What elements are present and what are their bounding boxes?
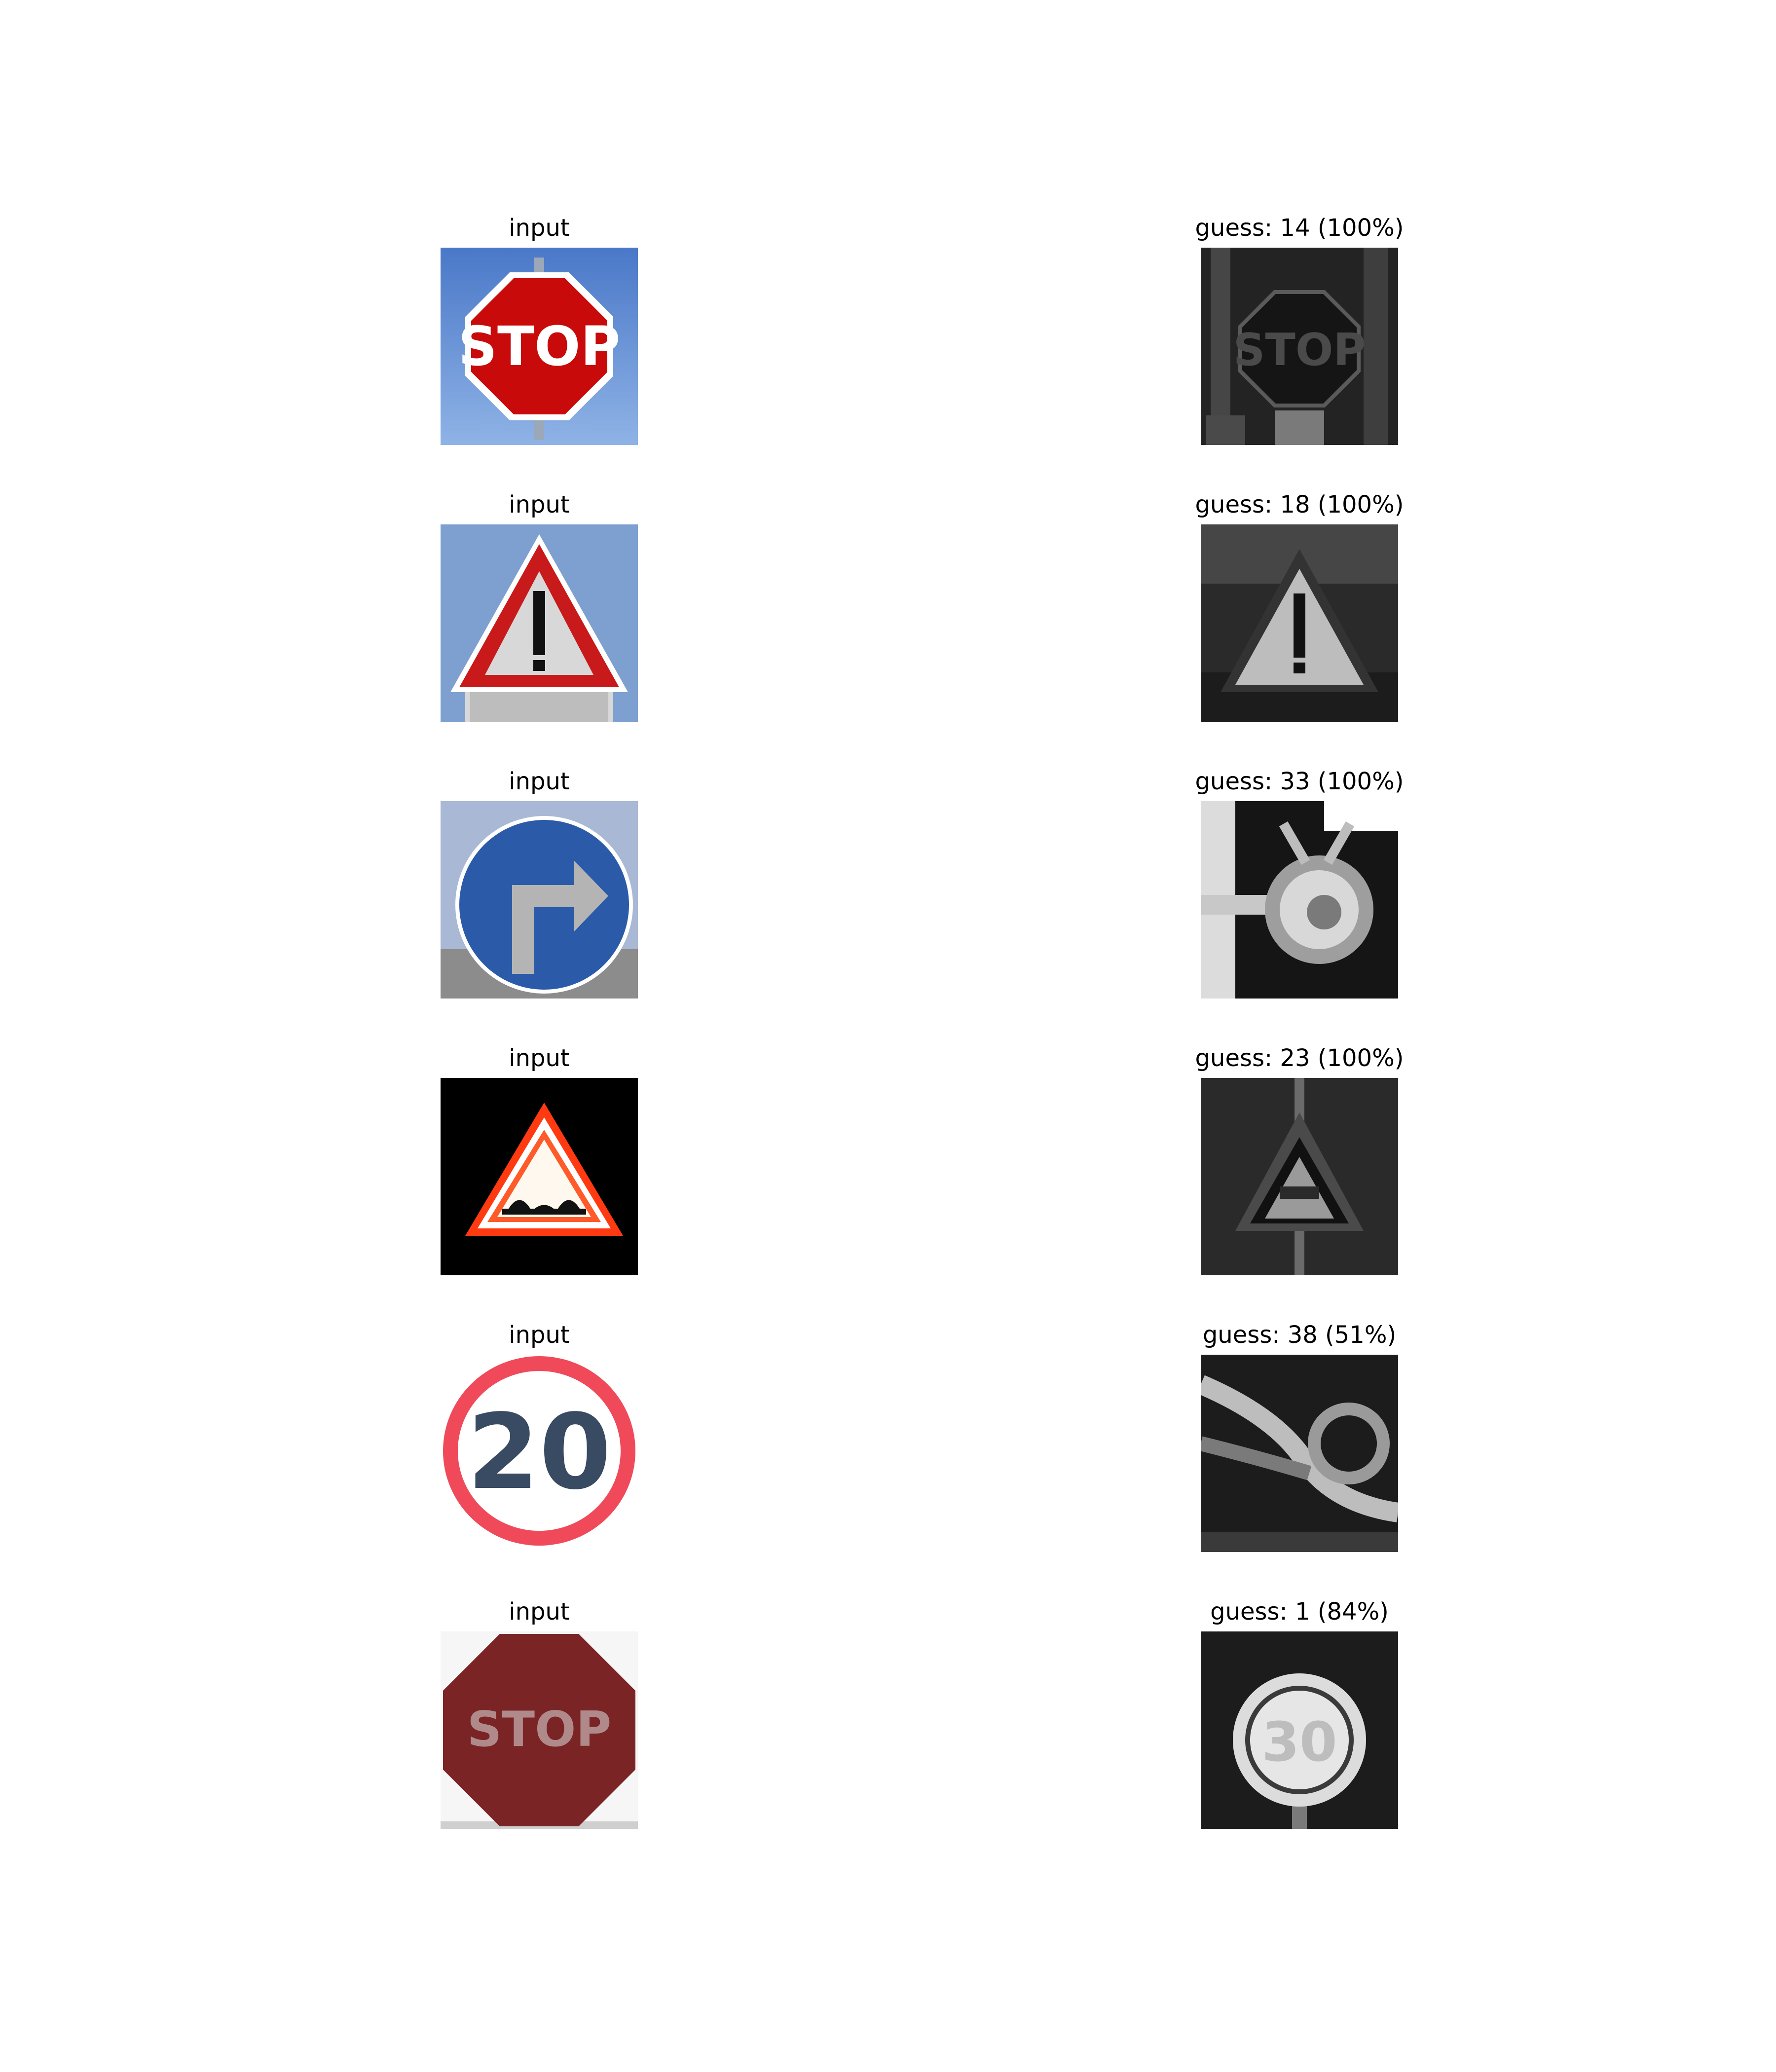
guess-image-speed-limit-30-sign: 30 (1201, 1631, 1398, 1829)
guess-image-warning-sign (1201, 524, 1398, 722)
guess-title: guess: 23 (100%) (1195, 1044, 1404, 1072)
speed-limit-text: 20 (467, 1392, 611, 1513)
guess-image-slippery-road-sign (1201, 1078, 1398, 1275)
input-title: input (509, 214, 570, 242)
guess-title: guess: 1 (84%) (1210, 1598, 1389, 1626)
stop-text: STOP (458, 315, 620, 378)
input-image-turn-right-sign (441, 801, 638, 999)
input-image-bumpy-road-sign (441, 1078, 638, 1275)
input-title: input (509, 1044, 570, 1072)
speed-limit-text: 30 (1261, 1710, 1337, 1774)
guess-title: guess: 38 (51%) (1202, 1321, 1397, 1349)
input-title: input (509, 768, 570, 795)
input-image-stop-sign: STOP (441, 248, 638, 445)
guess-image-keep-right-sign (1201, 1355, 1398, 1552)
guess-image-turn-right-sign (1201, 801, 1398, 999)
guess-image-stop-sign: STOP (1201, 248, 1398, 445)
input-image-warning-sign (441, 524, 638, 722)
guess-title: guess: 18 (100%) (1195, 491, 1404, 518)
stop-text: STOP (1233, 324, 1366, 376)
input-title: input (509, 1321, 570, 1349)
input-image-faded-stop-sign: STOP (441, 1631, 638, 1829)
input-title: input (509, 491, 570, 518)
input-image-speed-limit-20-sign: 20 (441, 1355, 638, 1552)
stop-text: STOP (467, 1702, 612, 1758)
input-title: input (509, 1598, 570, 1626)
guess-title: guess: 33 (100%) (1195, 768, 1404, 795)
guess-title: guess: 14 (100%) (1195, 214, 1404, 242)
